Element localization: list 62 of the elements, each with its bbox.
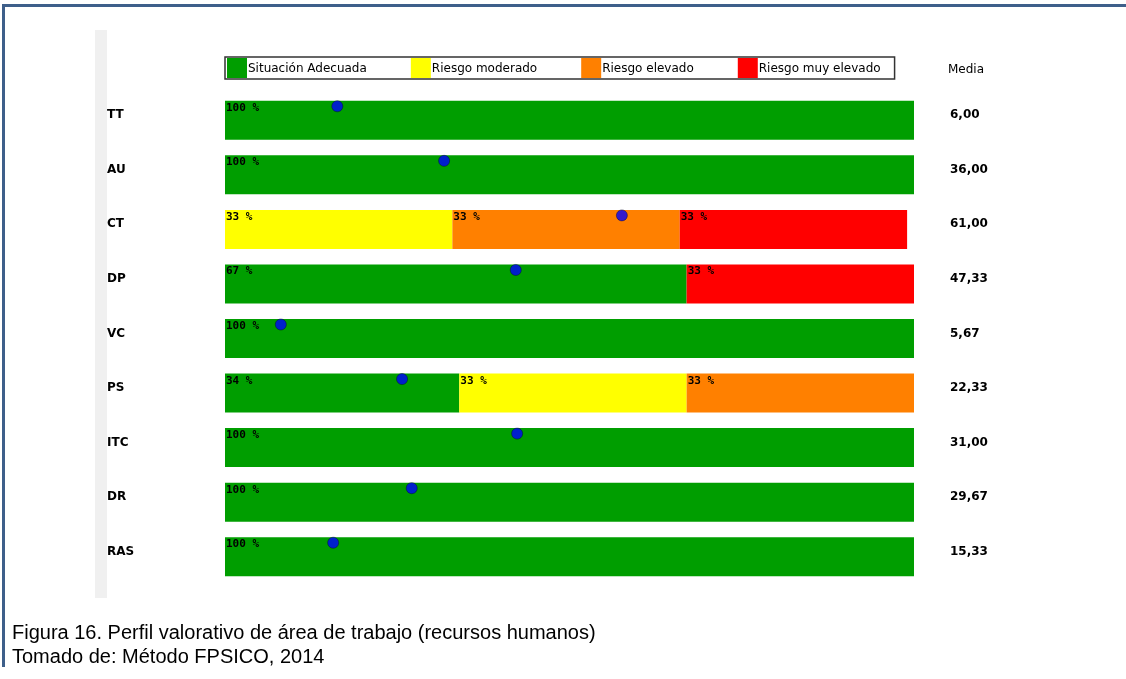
y2-tick-label: 22,33: [950, 380, 988, 395]
bar: [225, 264, 687, 304]
bar: [225, 428, 914, 468]
data-label: 33 %: [687, 264, 715, 278]
data-label: 33 %: [453, 209, 481, 223]
y-tick-label: VC: [107, 325, 126, 340]
bar: [225, 155, 914, 195]
legend-label: Riesgo elevado: [602, 61, 694, 75]
y-tick-label: AU: [107, 161, 126, 176]
bar: [225, 209, 453, 249]
y-tick-label: ITC: [107, 434, 129, 449]
y2-tick-label: 29,67: [950, 489, 988, 504]
y2-tick-label: 5,67: [950, 325, 980, 340]
bar: [686, 373, 914, 413]
data-label: 33 %: [680, 209, 708, 223]
data-label: 67 %: [226, 264, 253, 278]
data-label: 100 %: [226, 428, 260, 442]
legend-label: Riesgo moderado: [431, 61, 538, 75]
legend-label: Situación Adecuada: [248, 61, 367, 75]
y-tick-label: PS: [107, 380, 125, 395]
y2-tick-label: 6,00: [950, 107, 980, 122]
point: [510, 264, 522, 276]
point: [438, 155, 450, 167]
y-tick-label: DR: [107, 489, 127, 504]
y-tick-label: RAS: [107, 543, 135, 558]
point: [511, 427, 523, 440]
point: [275, 318, 287, 331]
y2-tick-label: 61,00: [950, 216, 988, 231]
bar: [225, 482, 914, 522]
bar: [225, 373, 460, 413]
point: [327, 536, 339, 549]
data-label: 100 %: [226, 319, 260, 332]
y2-tick-label: 36,00: [950, 161, 988, 176]
y-tick-label: TT: [107, 107, 125, 122]
data-label: 33 %: [460, 373, 488, 387]
y-tick-label: DP: [107, 270, 126, 285]
text: Figura 16. Perfil valorativo de área de trabajo (recursos humanos): [12, 621, 596, 643]
data-label: 100 %: [226, 482, 260, 496]
data-label: 100 %: [226, 100, 260, 114]
y2-tick-label: 15,33: [950, 543, 988, 558]
text: Tomado de: Método FPSICO, 2014: [12, 645, 325, 667]
data-label: 100 %: [226, 155, 260, 169]
point: [405, 482, 418, 494]
point: [616, 209, 628, 222]
bar: [679, 209, 908, 249]
bar: [225, 100, 914, 140]
data-label: 100 %: [226, 537, 260, 551]
bar: [225, 319, 914, 358]
bar: [459, 373, 687, 413]
y-tick-label: CT: [107, 216, 125, 231]
point: [331, 100, 344, 113]
data-label: 33 %: [687, 373, 715, 387]
bar: [686, 264, 914, 304]
data-label: 34 %: [226, 373, 253, 387]
y2-tick-label: 47,33: [950, 270, 988, 285]
bar: [225, 537, 914, 577]
point: [396, 373, 408, 385]
y2-axis-title: Media: [948, 62, 985, 76]
bar: [452, 209, 680, 249]
y2-tick-label: 31,00: [950, 434, 988, 449]
legend-label: Riesgo muy elevado: [758, 61, 881, 75]
data-label: 33 %: [226, 209, 253, 223]
